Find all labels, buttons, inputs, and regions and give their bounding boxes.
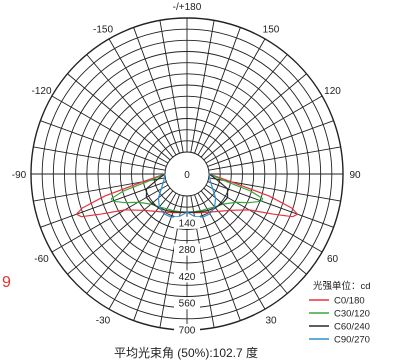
edge-text: 9 bbox=[2, 274, 11, 291]
ring-label-bg bbox=[174, 216, 200, 229]
grid-spoke bbox=[197, 38, 266, 156]
ring-label: 140 bbox=[179, 218, 196, 229]
ring-label: 700 bbox=[179, 326, 196, 337]
grid-spoke bbox=[190, 20, 215, 153]
angle-label: -120 bbox=[31, 86, 51, 97]
grid-spoke bbox=[40, 181, 167, 228]
legend-label: C90/270 bbox=[334, 335, 370, 346]
angle-label: -90 bbox=[12, 170, 27, 181]
legend-label: C30/120 bbox=[334, 309, 370, 320]
grid-spoke bbox=[51, 95, 169, 164]
legend-label: C0/180 bbox=[334, 296, 365, 307]
angle-label: -150 bbox=[93, 25, 113, 36]
grid-spoke bbox=[86, 54, 174, 158]
angle-label: 150 bbox=[263, 25, 280, 36]
grid-spoke bbox=[203, 187, 307, 275]
legend: 光强单位：cd C0/180 C30/120 C60/240 C90/270 bbox=[309, 280, 371, 346]
ring-label-bg bbox=[174, 243, 200, 256]
grid-spoke bbox=[200, 54, 288, 158]
grid-spoke bbox=[67, 73, 171, 161]
grid-spoke bbox=[194, 27, 241, 154]
grid-spoke bbox=[159, 20, 184, 153]
ring-label-bg bbox=[174, 270, 200, 283]
grid-spoke bbox=[108, 38, 177, 156]
polar-grid bbox=[30, 17, 344, 331]
angle-label: 0 bbox=[184, 170, 190, 181]
angle-label: -30 bbox=[96, 316, 111, 327]
grid-spoke bbox=[205, 184, 323, 253]
angle-label: 60 bbox=[327, 254, 339, 265]
angle-label: -/+180 bbox=[173, 2, 202, 13]
beam-angle-caption: 平均光束角 (50%):102.7 度 bbox=[114, 345, 258, 360]
grid-spoke bbox=[207, 181, 334, 228]
grid-spoke bbox=[133, 194, 180, 321]
grid-spoke bbox=[194, 194, 241, 321]
legend-label: C60/240 bbox=[334, 322, 370, 333]
grid-spoke bbox=[51, 184, 169, 253]
units-label: 光强单位：cd bbox=[313, 280, 371, 292]
polar-labels: -/+180 150 -150 120 -120 90 -90 -60 60 -30 30 0 140 2… bbox=[12, 2, 361, 337]
angle-label: -60 bbox=[34, 254, 49, 265]
grid-spoke bbox=[208, 146, 341, 171]
grid-spoke bbox=[33, 146, 166, 171]
grid-spoke bbox=[133, 27, 180, 154]
grid-spoke bbox=[205, 95, 323, 164]
edge-text-fragment: 9 bbox=[2, 274, 11, 291]
ring-label: 280 bbox=[179, 245, 196, 256]
grid-spoke bbox=[203, 73, 307, 161]
ring-label-bg bbox=[174, 324, 200, 336]
intensity-curves bbox=[75, 173, 299, 218]
angle-label: 30 bbox=[265, 316, 277, 327]
ring-label-bg bbox=[174, 297, 200, 310]
ring-label: 560 bbox=[179, 299, 196, 310]
grid-spoke bbox=[67, 187, 171, 275]
angle-label: 90 bbox=[349, 170, 361, 181]
grid-spoke bbox=[40, 120, 167, 167]
series-curve bbox=[157, 173, 217, 218]
angle-label: 120 bbox=[324, 86, 341, 97]
grid-spoke bbox=[207, 120, 334, 167]
ring-label: 420 bbox=[179, 272, 196, 283]
